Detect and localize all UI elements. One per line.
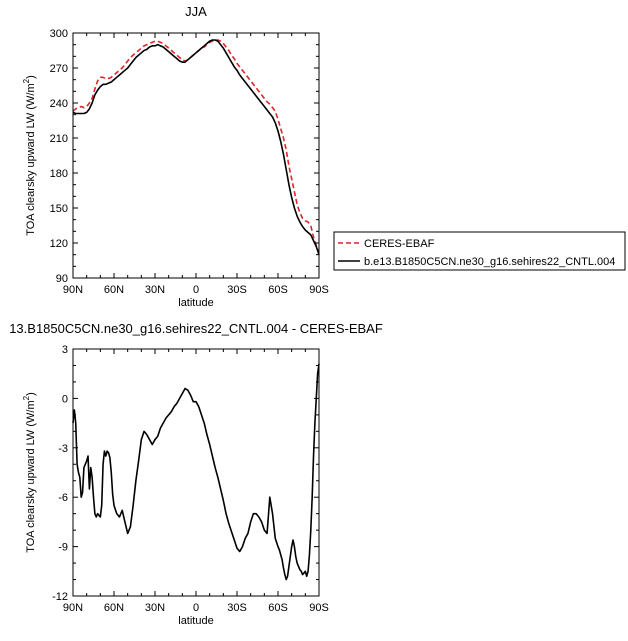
bottom-x-tick-label: 60S: [268, 602, 288, 614]
bottom-x-axis-label: latitude: [178, 615, 213, 627]
top-x-tick-label: 0: [193, 284, 199, 296]
top-x-tick-label: 60N: [104, 284, 124, 296]
legend-label-1: b.e13.B1850C5CN.ne30_g16.sehires22_CNTL.…: [364, 256, 615, 268]
bottom-panel: 13.B1850C5CN.ne30_g16.sehires22_CNTL.004…: [9, 321, 383, 627]
top-x-axis-label: latitude: [178, 297, 213, 309]
legend-label-0: CERES-EBAF: [364, 238, 435, 250]
bottom-y-tick-label: -3: [58, 443, 68, 455]
bottom-y-axis-label: TOA clearsky upward LW (W/m2): [22, 392, 37, 553]
bottom-y-tick-label: 3: [62, 344, 68, 356]
top-y-axis-label-main: TOA clearsky upward LW (W/m: [25, 83, 37, 235]
legend-box: [333, 231, 626, 271]
bottom-x-tick-label: 90N: [63, 602, 83, 614]
bottom-y-tick-label: 0: [62, 393, 68, 405]
bottom-y-tick-label: -6: [58, 492, 68, 504]
top-panel: JJA 90N 60N 30N 0 30S 60S 90S 90 120 150 180 210 240 2…: [22, 4, 329, 309]
top-y-tick-label: 150: [50, 203, 68, 215]
bottom-series-line-0: [72, 363, 320, 581]
bottom-x-tick-label: 90S: [309, 602, 329, 614]
top-y-tick-label: 90: [56, 273, 68, 285]
bottom-y-axis-label-close: ): [25, 392, 37, 396]
top-x-tick-label: 30S: [227, 284, 247, 296]
bottom-x-tick-label: 30N: [145, 602, 165, 614]
bottom-x-tick-label: 0: [193, 602, 199, 614]
top-y-tick-label: 300: [50, 28, 68, 40]
top-x-tick-label: 90S: [309, 284, 329, 296]
bottom-x-tick-label: 60N: [104, 602, 124, 614]
bottom-x-tick-label: 30S: [227, 602, 247, 614]
top-y-tick-label: 120: [50, 238, 68, 250]
bottom-y-tick-label: -12: [52, 591, 68, 603]
top-x-tick-label: 90N: [63, 284, 83, 296]
bottom-chart-title: 13.B1850C5CN.ne30_g16.sehires22_CNTL.004…: [9, 321, 383, 336]
top-x-tick-label: 60S: [268, 284, 288, 296]
top-x-tick-label: 30N: [145, 284, 165, 296]
top-chart-title: JJA: [185, 4, 207, 19]
top-y-axis-label: TOA clearsky upward LW (W/m2): [22, 75, 37, 236]
top-y-tick-label: 180: [50, 168, 68, 180]
legend: CERES-EBAF b.e13.B1850C5CN.ne30_g16.sehir…: [333, 231, 626, 271]
top-y-axis-label-close: ): [25, 75, 37, 79]
top-y-tick-label: 210: [50, 133, 68, 145]
top-y-tick-label: 270: [50, 63, 68, 75]
bottom-y-tick-label: -9: [58, 542, 68, 554]
bottom-y-axis-label-sup: 2: [22, 395, 31, 400]
top-y-axis-label-sup: 2: [22, 78, 31, 83]
top-series-line-1: [72, 39, 320, 255]
bottom-y-axis-label-main: TOA clearsky upward LW (W/m: [25, 400, 37, 552]
top-y-tick-label: 240: [50, 98, 68, 110]
top-plot-frame: [72, 32, 320, 279]
